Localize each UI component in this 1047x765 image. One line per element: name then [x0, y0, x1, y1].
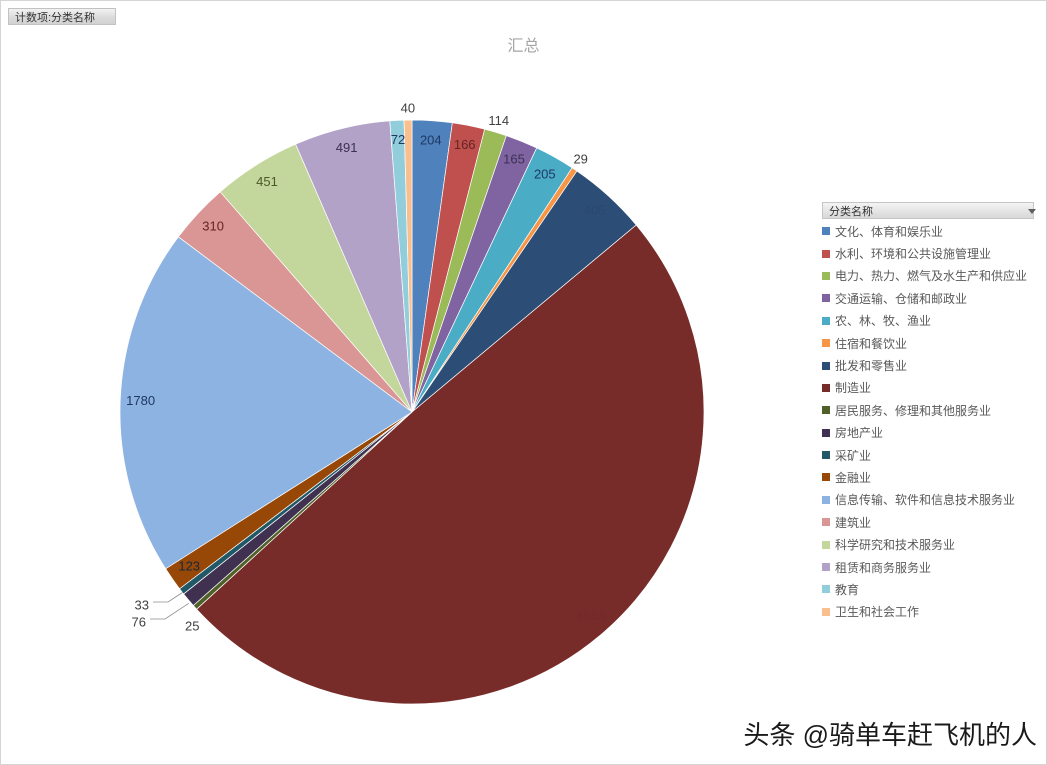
- svg-text:4553: 4553: [576, 608, 605, 623]
- svg-text:40: 40: [401, 100, 415, 115]
- svg-text:451: 451: [256, 174, 278, 189]
- svg-text:310: 310: [202, 219, 224, 234]
- svg-text:204: 204: [420, 133, 442, 148]
- svg-text:205: 205: [534, 167, 556, 182]
- svg-text:29: 29: [573, 152, 587, 167]
- svg-text:76: 76: [132, 614, 146, 629]
- svg-text:114: 114: [488, 113, 509, 128]
- svg-text:1780: 1780: [126, 393, 155, 408]
- svg-text:165: 165: [503, 152, 525, 167]
- svg-text:72: 72: [391, 132, 405, 147]
- svg-text:123: 123: [178, 559, 200, 574]
- svg-text:491: 491: [336, 140, 358, 155]
- svg-text:33: 33: [135, 597, 149, 612]
- svg-text:25: 25: [185, 618, 199, 633]
- svg-text:405: 405: [584, 203, 606, 218]
- svg-text:166: 166: [454, 137, 476, 152]
